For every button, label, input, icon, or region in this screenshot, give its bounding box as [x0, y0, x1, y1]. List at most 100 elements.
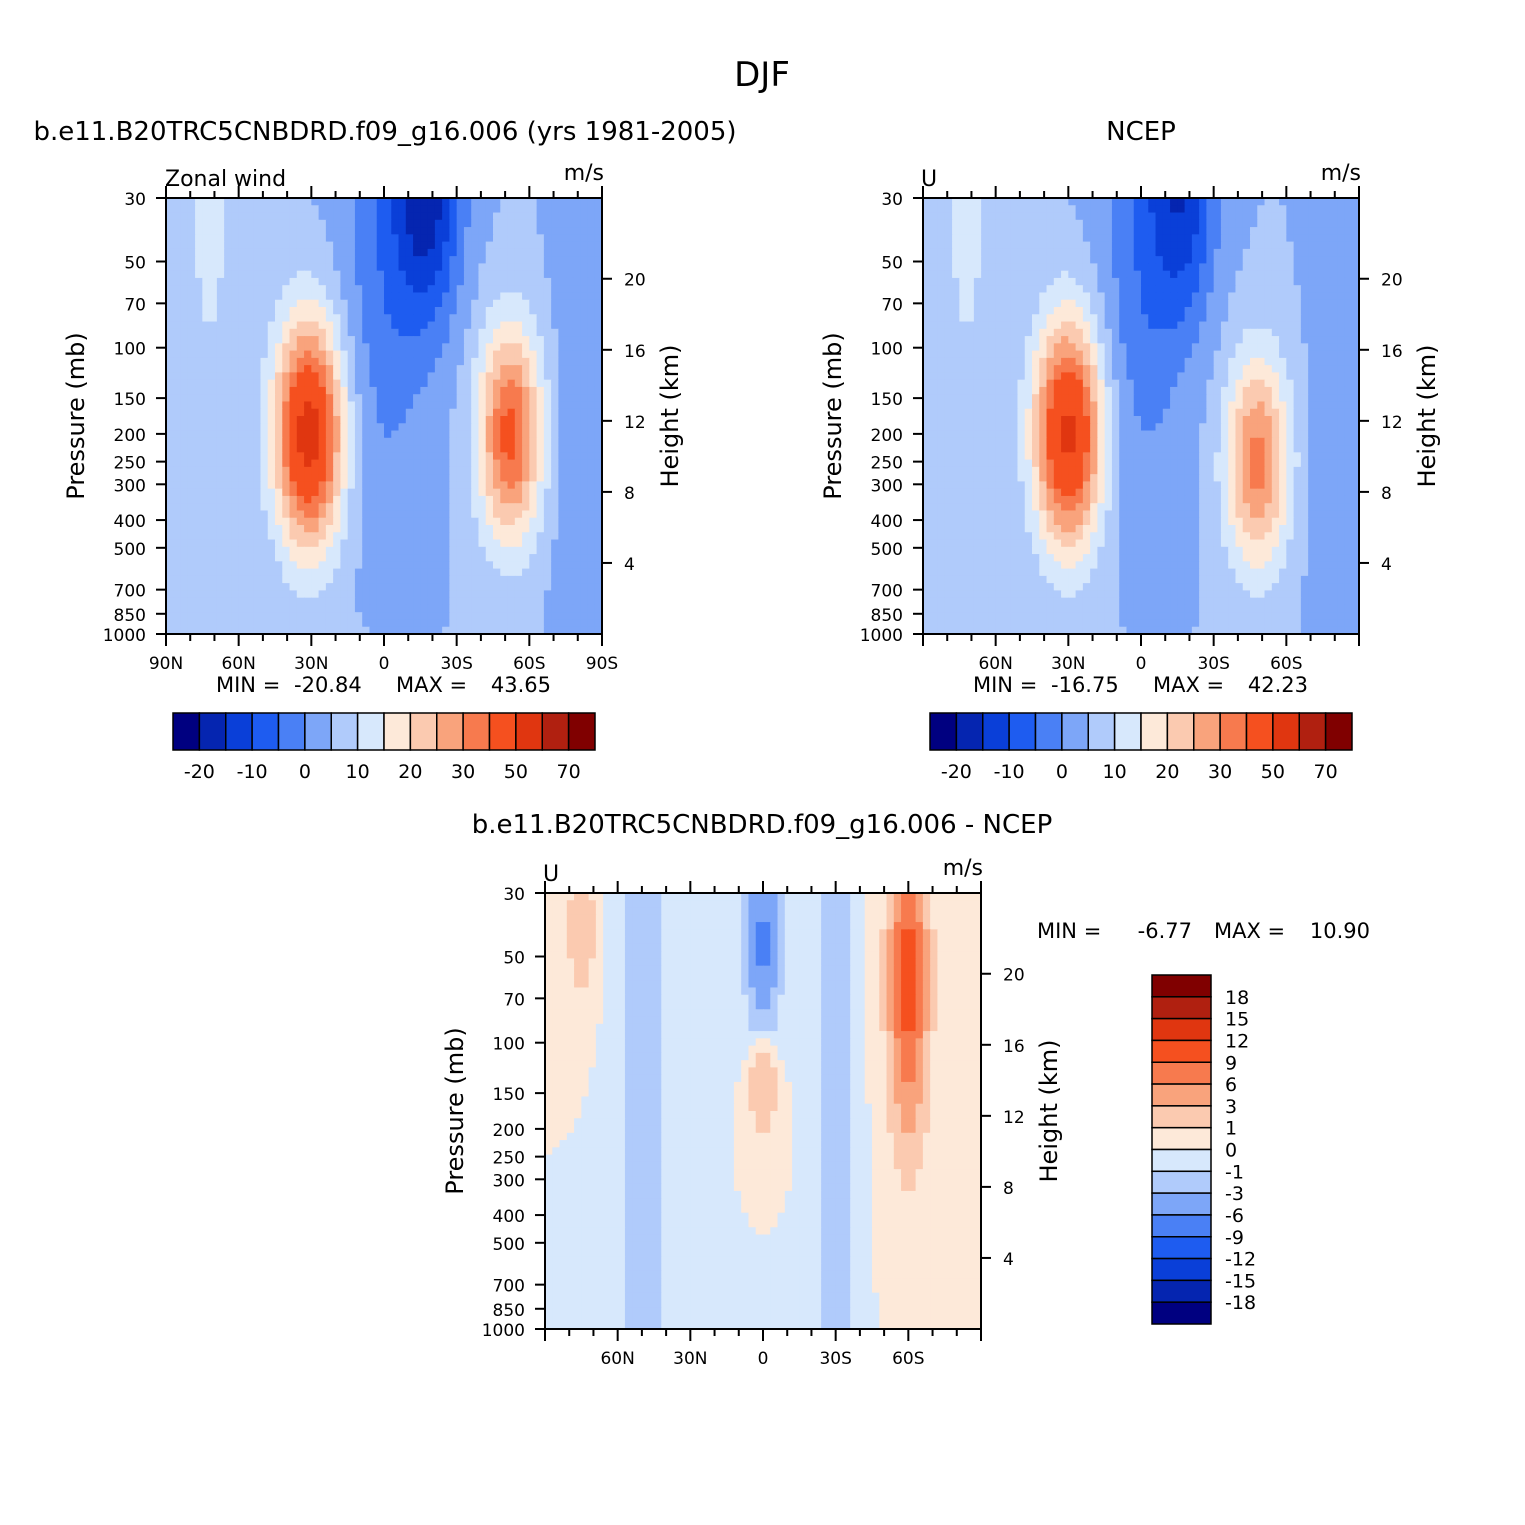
- field-cell: [1024, 234, 1033, 243]
- field-cell: [325, 205, 334, 214]
- field-cell: [216, 321, 225, 330]
- field-cell: [442, 466, 450, 475]
- field-cell: [289, 423, 298, 432]
- field-cell: [1111, 307, 1120, 315]
- field-cell: [202, 488, 211, 497]
- field-cell: [1308, 343, 1316, 352]
- field-cell: [522, 372, 530, 381]
- field-cell: [427, 604, 436, 613]
- colorbar-box: [277, 712, 306, 751]
- field-cell: [384, 452, 392, 461]
- field-cell: [347, 205, 356, 214]
- field-cell: [434, 626, 443, 635]
- field-cell: [514, 554, 523, 562]
- field-cell: [485, 277, 494, 286]
- field-cell: [420, 241, 429, 250]
- field-cell: [478, 219, 487, 228]
- field-cell: [1133, 277, 1142, 286]
- field-cell: [522, 365, 530, 373]
- field-cell: [594, 241, 603, 250]
- field-cell: [253, 503, 262, 512]
- field-cell: [522, 234, 530, 243]
- field-cell: [260, 517, 269, 526]
- field-cell: [354, 270, 363, 279]
- field-cell: [391, 437, 400, 446]
- field-cell: [587, 394, 596, 403]
- field-cell: [224, 532, 232, 541]
- field-cell: [587, 321, 596, 330]
- field-cell: [1075, 299, 1084, 308]
- field-cell: [981, 277, 989, 286]
- field-cell: [238, 437, 247, 446]
- field-cell: [1177, 270, 1186, 279]
- field-cell: [318, 394, 327, 403]
- field-cell: [311, 212, 320, 221]
- field-cell: [594, 394, 603, 403]
- field-cell: [195, 445, 203, 453]
- field-cell: [325, 481, 334, 490]
- field-cell: [463, 357, 472, 366]
- field-cell: [514, 525, 523, 533]
- field-cell: [1191, 328, 1200, 337]
- field-cell: [253, 423, 262, 432]
- field-cell: [231, 205, 240, 214]
- field-cell: [1046, 336, 1055, 344]
- field-cell: [275, 386, 283, 395]
- field-cell: [930, 350, 939, 359]
- field-cell: [187, 372, 196, 381]
- field-cell: [311, 532, 320, 541]
- field-cell: [1017, 219, 1026, 228]
- field-cell: [485, 612, 494, 621]
- field-cell: [398, 350, 407, 359]
- field-cell: [449, 372, 458, 381]
- field-cell: [572, 437, 581, 446]
- field-cell: [231, 619, 240, 628]
- field-cell: [333, 452, 341, 461]
- field-cell: [522, 343, 530, 352]
- field-cell: [289, 517, 298, 526]
- field-cell: [354, 561, 363, 570]
- field-cell: [376, 488, 385, 497]
- field-cell: [543, 219, 552, 228]
- field-cell: [1141, 307, 1149, 315]
- field-cell: [587, 583, 596, 591]
- field-cell: [427, 445, 436, 453]
- field-cell: [180, 437, 189, 446]
- field-cell: [289, 481, 298, 490]
- panel-title: NCEP: [1106, 117, 1176, 147]
- field-cell: [224, 241, 232, 250]
- plot-area: [913, 186, 1369, 646]
- field-cell: [245, 328, 254, 337]
- field-cell: [173, 379, 182, 388]
- field-cell: [1170, 336, 1178, 344]
- field-cell: [944, 277, 953, 286]
- field-cell: [209, 263, 218, 272]
- field-cell: [937, 307, 946, 315]
- field-cell: [391, 459, 400, 468]
- field-cell: [311, 307, 320, 315]
- field-cell: [572, 597, 581, 606]
- field-cell: [369, 452, 378, 461]
- field-cell: [594, 619, 603, 628]
- field-cell: [1002, 292, 1011, 301]
- field-cell: [988, 205, 997, 214]
- field-cell: [529, 532, 538, 541]
- field-cell: [333, 212, 341, 221]
- field-cell: [1111, 212, 1120, 221]
- field-cell: [216, 546, 225, 555]
- field-cell: [209, 336, 218, 344]
- field-cell: [493, 372, 501, 381]
- field-cell: [413, 452, 421, 461]
- field-cell: [376, 256, 385, 264]
- field-cell: [173, 488, 182, 497]
- field-cell: [384, 459, 392, 468]
- field-cell: [1191, 285, 1200, 294]
- field-cell: [463, 488, 472, 497]
- field-cell: [376, 314, 385, 323]
- field-cell: [587, 452, 596, 461]
- field-cell: [551, 205, 559, 214]
- field-cell: [493, 277, 501, 286]
- field-cell: [558, 517, 567, 526]
- field-cell: [427, 365, 436, 373]
- field-cell: [1126, 234, 1135, 243]
